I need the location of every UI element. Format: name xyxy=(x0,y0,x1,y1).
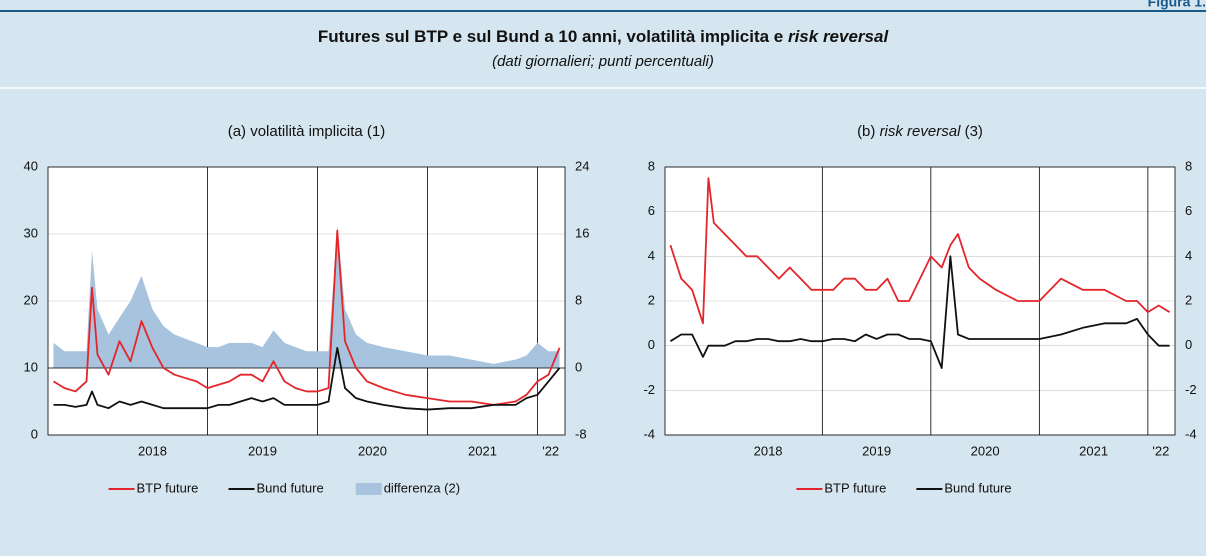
area xyxy=(53,225,560,368)
y-tick-label: 2 xyxy=(648,292,655,307)
y-tick-label: 0 xyxy=(31,426,38,441)
plot-frame xyxy=(664,166,1176,436)
plot-frame xyxy=(47,166,566,436)
line xyxy=(53,347,561,411)
y-tick-label: 30 xyxy=(24,225,38,240)
x-tick-label: 2018 xyxy=(754,443,783,458)
x-tick-label: 2021 xyxy=(468,443,497,458)
x-tick-label: '22 xyxy=(1152,443,1169,458)
y2-tick-label: 6 xyxy=(1185,203,1192,218)
y-tick-label: 0 xyxy=(648,337,655,352)
figure-number: Figura 1. xyxy=(1148,0,1206,10)
x-tick-label: 2019 xyxy=(248,443,277,458)
legend-label: BTP future xyxy=(824,480,886,495)
y-tick-label: 4 xyxy=(648,248,655,263)
panel-title: (b) risk reversal (3) xyxy=(857,123,983,140)
x-tick-label: 2020 xyxy=(971,443,1000,458)
panel-title-part: risk reversal xyxy=(880,123,962,140)
x-tick-label: 2018 xyxy=(138,443,167,458)
y-tick-label: 20 xyxy=(24,292,38,307)
line xyxy=(669,177,1171,325)
subtitle: (dati giornalieri; punti percentuali) xyxy=(492,53,714,70)
x-tick-label: 2021 xyxy=(1079,443,1108,458)
y2-tick-label: 0 xyxy=(575,359,582,374)
y2-tick-label: 4 xyxy=(1185,248,1192,263)
legend-swatch xyxy=(355,483,382,495)
y-tick-label: 8 xyxy=(648,158,655,173)
legend-label: BTP future xyxy=(137,480,199,495)
line xyxy=(669,255,1170,369)
y2-tick-label: 2 xyxy=(1185,292,1192,307)
x-tick-label: '22 xyxy=(542,443,559,458)
y2-tick-label: 0 xyxy=(1185,337,1192,352)
panel-title-part: (3) xyxy=(960,123,983,140)
title-part: risk reversal xyxy=(788,27,889,46)
y2-tick-label: -4 xyxy=(1185,426,1197,441)
y-tick-label: 6 xyxy=(648,203,655,218)
y2-tick-label: 8 xyxy=(1185,158,1192,173)
line xyxy=(53,229,561,406)
y2-tick-label: -2 xyxy=(1185,382,1197,397)
legend-label: Bund future xyxy=(944,480,1011,495)
y2-tick-label: 8 xyxy=(575,292,582,307)
y2-tick-label: 24 xyxy=(575,158,589,173)
legend-label: differenza (2) xyxy=(384,480,460,495)
panel-title-part: (a) volatilità implicita (1) xyxy=(228,123,386,140)
y-tick-label: -2 xyxy=(643,382,655,397)
title-part: Futures sul BTP e sul Bund a 10 anni, vo… xyxy=(318,27,788,46)
x-tick-label: 2020 xyxy=(358,443,387,458)
panel-title-part: (b) xyxy=(857,123,880,140)
y2-tick-label: 16 xyxy=(575,225,589,240)
y-tick-label: 40 xyxy=(24,158,38,173)
legend-label: Bund future xyxy=(257,480,324,495)
y2-tick-label: -8 xyxy=(575,426,587,441)
panel-title: (a) volatilità implicita (1) xyxy=(228,123,386,140)
title: Futures sul BTP e sul Bund a 10 anni, vo… xyxy=(318,27,890,46)
x-tick-label: 2019 xyxy=(862,443,891,458)
y-tick-label: -4 xyxy=(643,426,655,441)
y-tick-label: 10 xyxy=(24,359,38,374)
